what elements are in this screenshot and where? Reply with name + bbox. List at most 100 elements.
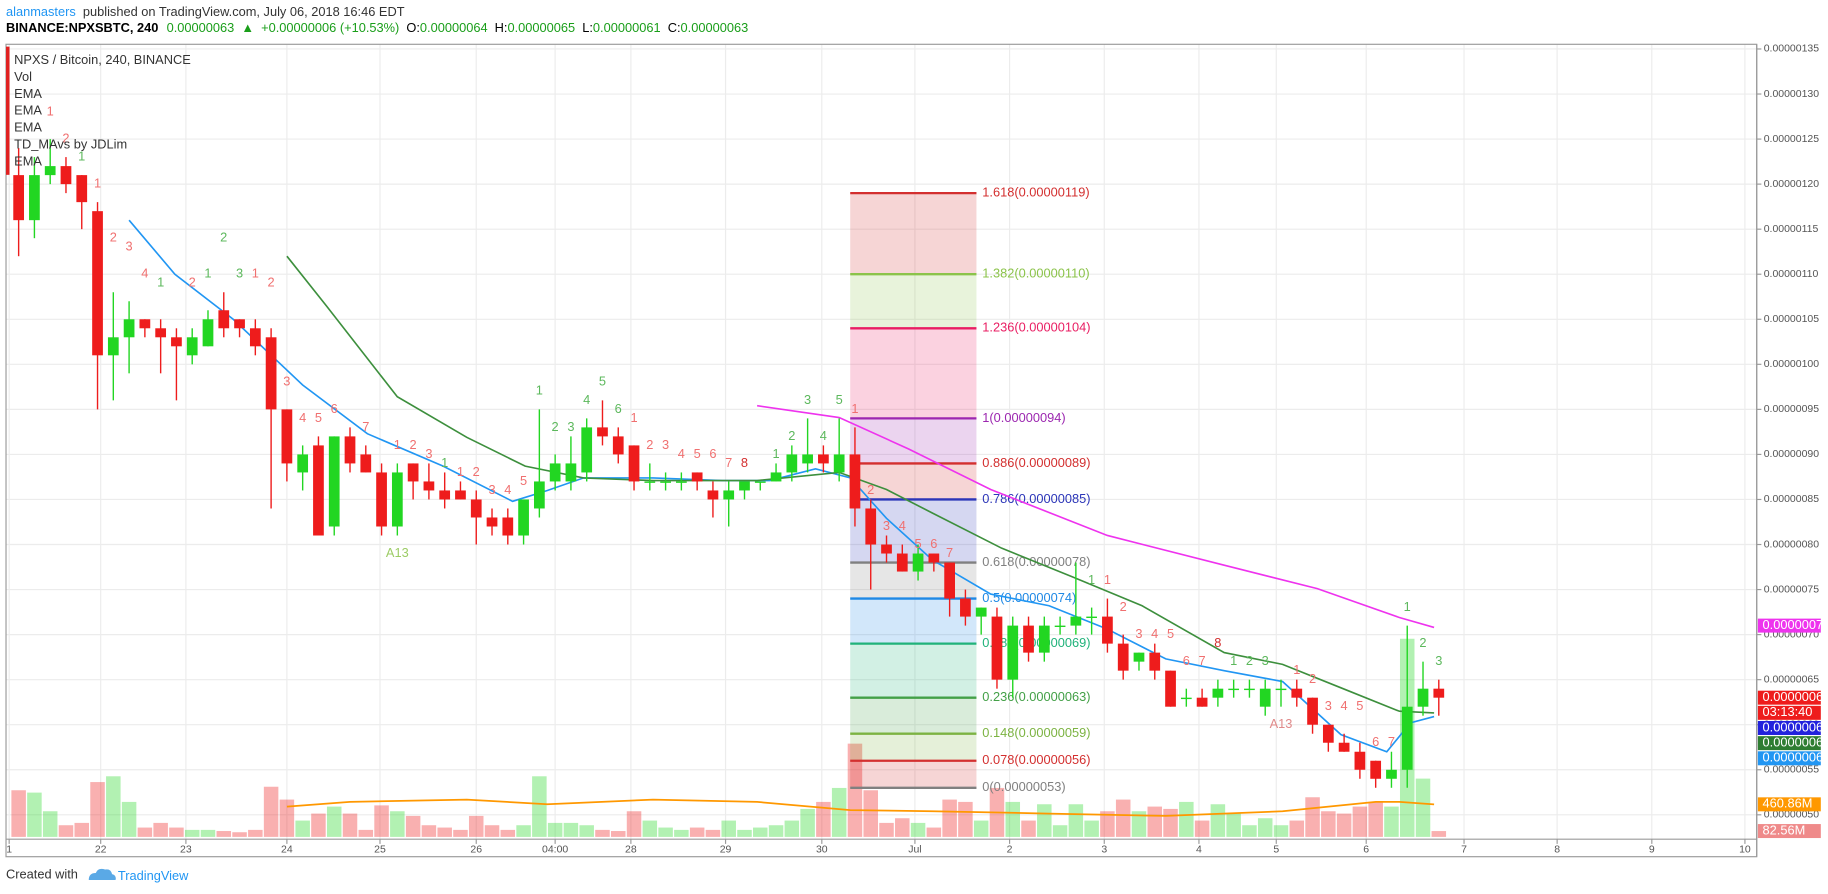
candle-body [423, 481, 435, 491]
fib-band [850, 643, 977, 698]
candle-body [1275, 688, 1287, 691]
price-label-bg [1757, 736, 1821, 751]
y-tick-label: 0.00000050 [1764, 810, 1820, 821]
candle-body [486, 517, 498, 527]
candle-body [1102, 616, 1113, 644]
x-tick-label: 24 [281, 844, 293, 855]
td-count: 1 [1293, 662, 1300, 677]
volume-bar [42, 811, 58, 837]
td-count: 6 [709, 446, 716, 461]
td-count: 5 [520, 473, 527, 488]
y-tick-label: 0.00000125 [1764, 134, 1820, 145]
fib-band [850, 328, 977, 419]
td-count: 3 [662, 437, 669, 452]
candle-body [565, 463, 577, 482]
candle-body [265, 337, 277, 410]
volume-bar [721, 820, 736, 837]
volume-bar [737, 829, 752, 837]
td-count: 7 [1388, 734, 1395, 749]
td-count: 2 [473, 464, 480, 479]
td-count: 2 [410, 437, 417, 452]
x-tick-label: 22 [95, 844, 107, 855]
volume-bar [800, 808, 815, 837]
x-tick-label: 25 [374, 844, 386, 855]
candle-body [991, 616, 1003, 680]
candle-body [1259, 688, 1271, 707]
candle-body [975, 607, 987, 617]
volume-bar [484, 825, 500, 837]
candle-body [1054, 625, 1066, 628]
candle-body [360, 454, 372, 473]
volume-bar [11, 790, 26, 837]
candle-body [928, 553, 940, 563]
volume-bar [831, 787, 847, 837]
candle-body [13, 175, 25, 221]
candle-body [581, 427, 593, 473]
price-label: 0.00000061 [1763, 750, 1828, 765]
candle-body [1117, 643, 1129, 671]
volume-bar [563, 822, 579, 837]
candle-body [281, 409, 293, 464]
td-count: 2 [552, 419, 559, 434]
volume-bar [1005, 801, 1021, 837]
candle-body [44, 166, 56, 176]
volume-bar [1368, 801, 1383, 837]
td-count: 1 [1088, 572, 1095, 587]
y-tick-label: 0.00000105 [1764, 314, 1820, 325]
x-tick-label: 29 [720, 844, 732, 855]
tradingview-logo[interactable] [88, 868, 116, 881]
volume-bar [153, 822, 168, 837]
td-count: 5 [599, 374, 606, 389]
td-count: 4 [583, 392, 590, 407]
td-count: 2 [62, 130, 69, 145]
volume-bar [610, 831, 626, 837]
td-count: 1 [536, 383, 543, 398]
td-count: 8 [741, 455, 748, 470]
candle-body [1401, 706, 1413, 770]
indicator-line [756, 404, 1435, 629]
candle-body [849, 454, 861, 509]
td-count: 1 [157, 275, 164, 290]
td-count: 2 [1246, 653, 1253, 668]
published: published on TradingView.com, July 06, 2… [83, 4, 405, 19]
td-count: 3 [804, 392, 811, 407]
volume-bar [1037, 804, 1052, 837]
td-count: 5 [315, 410, 322, 425]
candle-body [313, 445, 324, 536]
volume-bar [1305, 797, 1320, 837]
volume-bar [973, 820, 989, 837]
volume-bar [1336, 813, 1352, 837]
y-tick-label: 0.00000055 [1764, 765, 1820, 776]
td-count: 5 [694, 446, 701, 461]
volume-bar [784, 820, 800, 837]
td-count: 1 [630, 410, 637, 425]
legend-item: Vol [14, 69, 32, 84]
candle-body [1038, 625, 1050, 653]
volume-bar [1431, 831, 1447, 837]
x-tick-label: 4 [1196, 844, 1202, 855]
x-tick-label: 23 [180, 844, 192, 855]
candle-body [470, 499, 482, 518]
x-tick-label: 10 [1739, 844, 1751, 855]
volume-bar [626, 811, 642, 837]
author[interactable]: alanmasters [6, 4, 76, 19]
legend-item: EMA [14, 103, 42, 118]
candle-body [960, 598, 971, 617]
x-tick-label: 3 [1101, 844, 1107, 855]
high-label: H: [495, 21, 508, 36]
candle-body [202, 319, 214, 347]
td-count: 5 [1167, 626, 1174, 641]
volume-bar [200, 829, 216, 837]
x-tick-label: 26 [470, 844, 482, 855]
fib-band [850, 760, 977, 788]
volume-bar [1194, 820, 1210, 837]
footer-created: Created with [6, 867, 78, 882]
footer-brand[interactable]: TradingView [118, 868, 189, 883]
candle-body [1133, 652, 1145, 662]
td-count: 4 [141, 266, 148, 281]
candle-body [218, 310, 230, 329]
x-tick-label: 7 [1461, 844, 1467, 855]
x-tick-label: 30 [816, 844, 828, 855]
candle-body [770, 472, 782, 482]
